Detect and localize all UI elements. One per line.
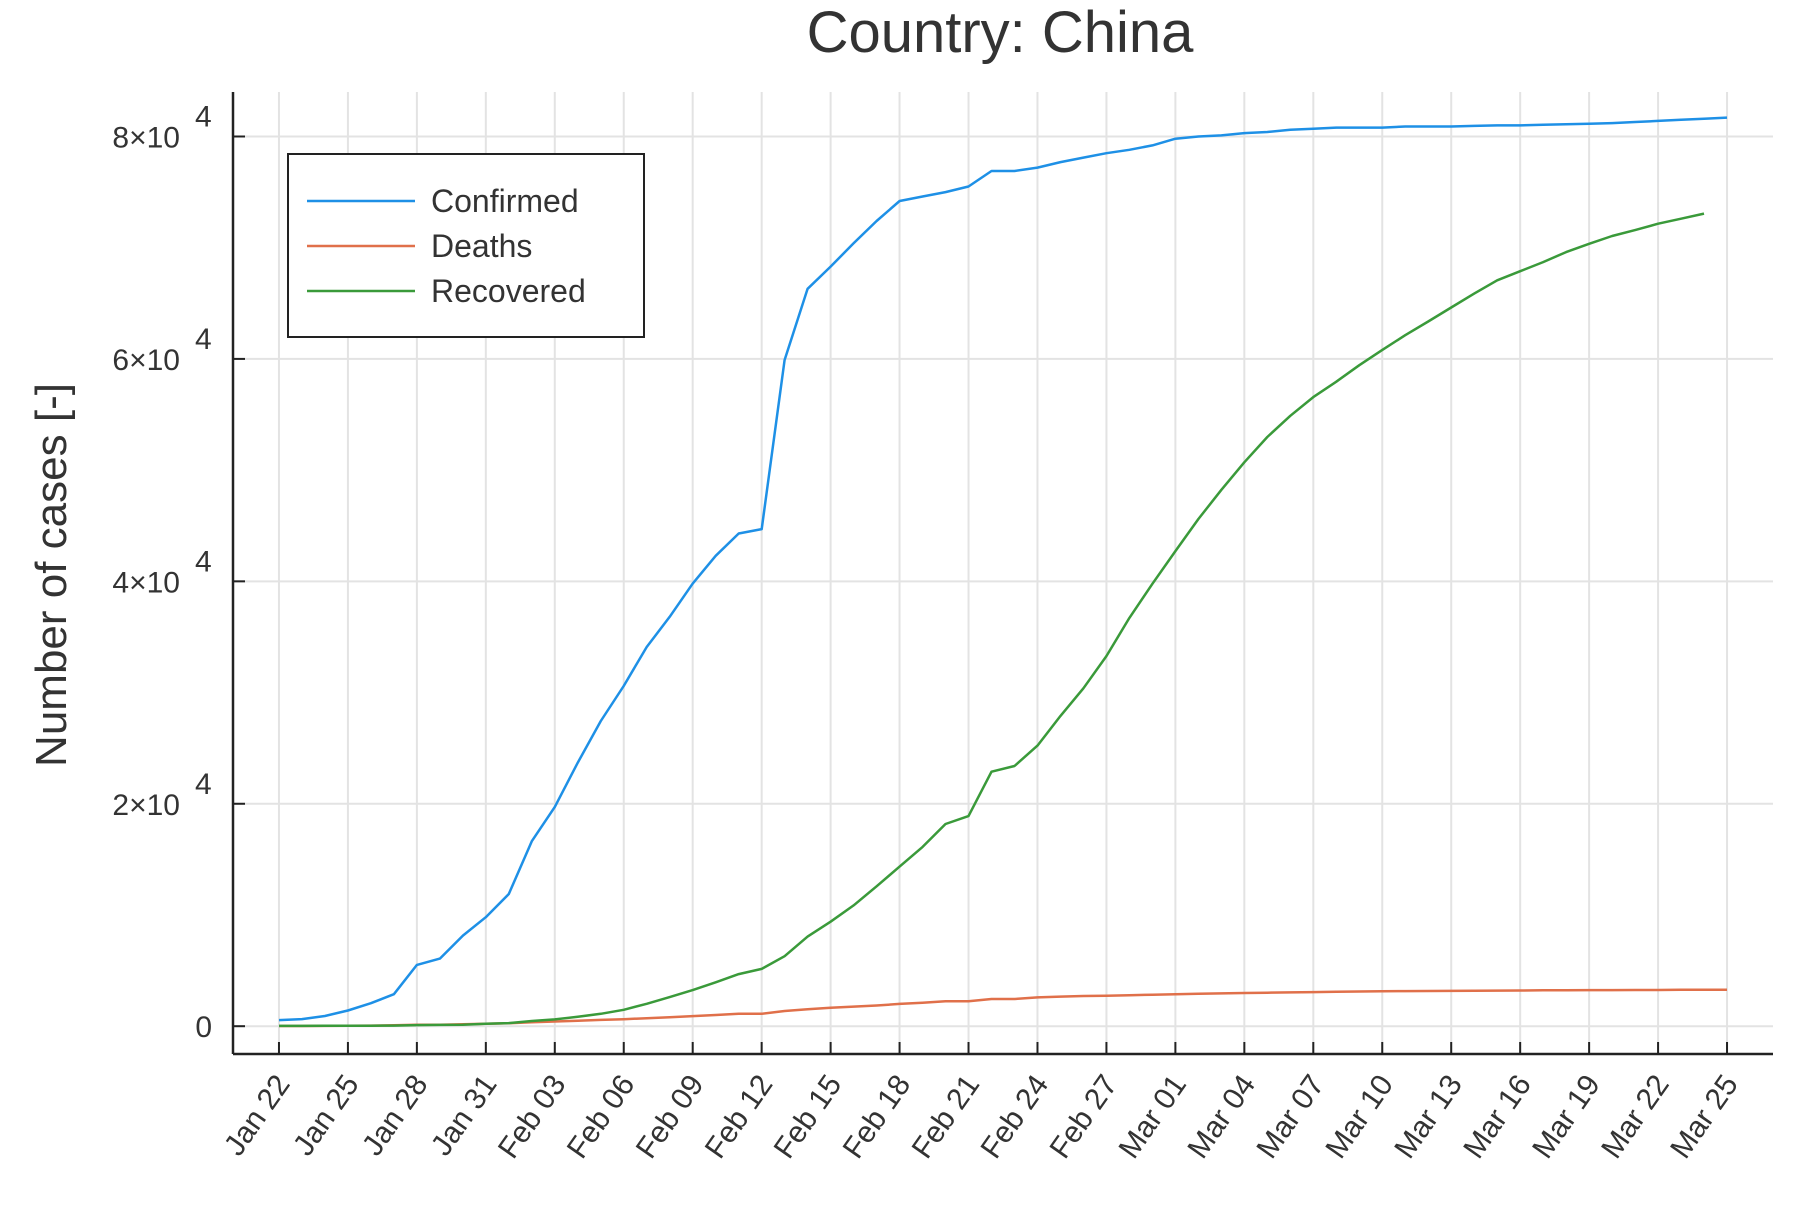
y-tick-exponent: 4 — [195, 545, 212, 578]
series-line-confirmed — [278, 116, 1728, 1022]
legend-label-recovered: Recovered — [431, 273, 586, 309]
x-tick-label: Jan 22 — [218, 1069, 297, 1162]
x-tick-label: Mar 19 — [1526, 1069, 1607, 1164]
legend: Confirmed Deaths Recovered — [287, 153, 645, 338]
x-tick-label: Mar 01 — [1113, 1069, 1194, 1164]
y-tick-exponent: 4 — [195, 100, 212, 133]
y-tick-mantissa: 0 — [195, 1011, 212, 1044]
x-tick-label: Feb 03 — [492, 1069, 573, 1164]
y-tick-label: 0 — [195, 1011, 212, 1044]
x-tick-label: Feb 18 — [837, 1069, 918, 1164]
x-tick-label: Feb 15 — [768, 1069, 849, 1164]
y-tick-label: 2×10 4 — [112, 768, 211, 822]
x-tick-label: Mar 13 — [1388, 1069, 1469, 1164]
x-tick-label: Mar 04 — [1181, 1069, 1262, 1164]
series-line-recovered — [279, 212, 1705, 1028]
x-tick-label: Mar 10 — [1319, 1069, 1400, 1164]
x-tick-label: Feb 24 — [975, 1069, 1056, 1164]
x-tick-label: Feb 21 — [906, 1069, 987, 1164]
y-tick-label: 6×10 4 — [112, 323, 211, 377]
y-axis-label: Number of cases [-] — [27, 383, 76, 767]
x-tick-label: Mar 22 — [1595, 1069, 1676, 1164]
x-tick-label: Jan 25 — [287, 1069, 366, 1162]
y-tick-label: 8×10 4 — [112, 100, 211, 154]
y-tick-exponent: 4 — [195, 768, 212, 801]
x-tick-label: Mar 16 — [1457, 1069, 1538, 1164]
x-tick-label: Feb 06 — [561, 1069, 642, 1164]
y-tick-mantissa: 4×10 — [112, 566, 180, 599]
x-tick-label: Mar 07 — [1250, 1069, 1331, 1164]
x-tick-label: Mar 25 — [1664, 1069, 1745, 1164]
series-lines — [278, 116, 1728, 1028]
x-tick-label: Jan 31 — [425, 1069, 504, 1162]
chart-title: Country: China — [807, 0, 1195, 65]
series-line-deaths — [279, 988, 1728, 1028]
x-tick-label: Jan 28 — [356, 1069, 435, 1162]
legend-label-deaths: Deaths — [431, 228, 532, 264]
legend-label-confirmed: Confirmed — [431, 183, 579, 219]
y-tick-mantissa: 8×10 — [112, 121, 180, 154]
x-tick-label: Feb 09 — [630, 1069, 711, 1164]
x-tick-label: Feb 12 — [699, 1069, 780, 1164]
y-tick-mantissa: 6×10 — [112, 344, 180, 377]
y-tick-mantissa: 2×10 — [112, 789, 180, 822]
y-tick-label: 4×10 4 — [112, 545, 211, 599]
x-tick-label: Feb 27 — [1044, 1069, 1125, 1164]
y-tick-exponent: 4 — [195, 323, 212, 356]
